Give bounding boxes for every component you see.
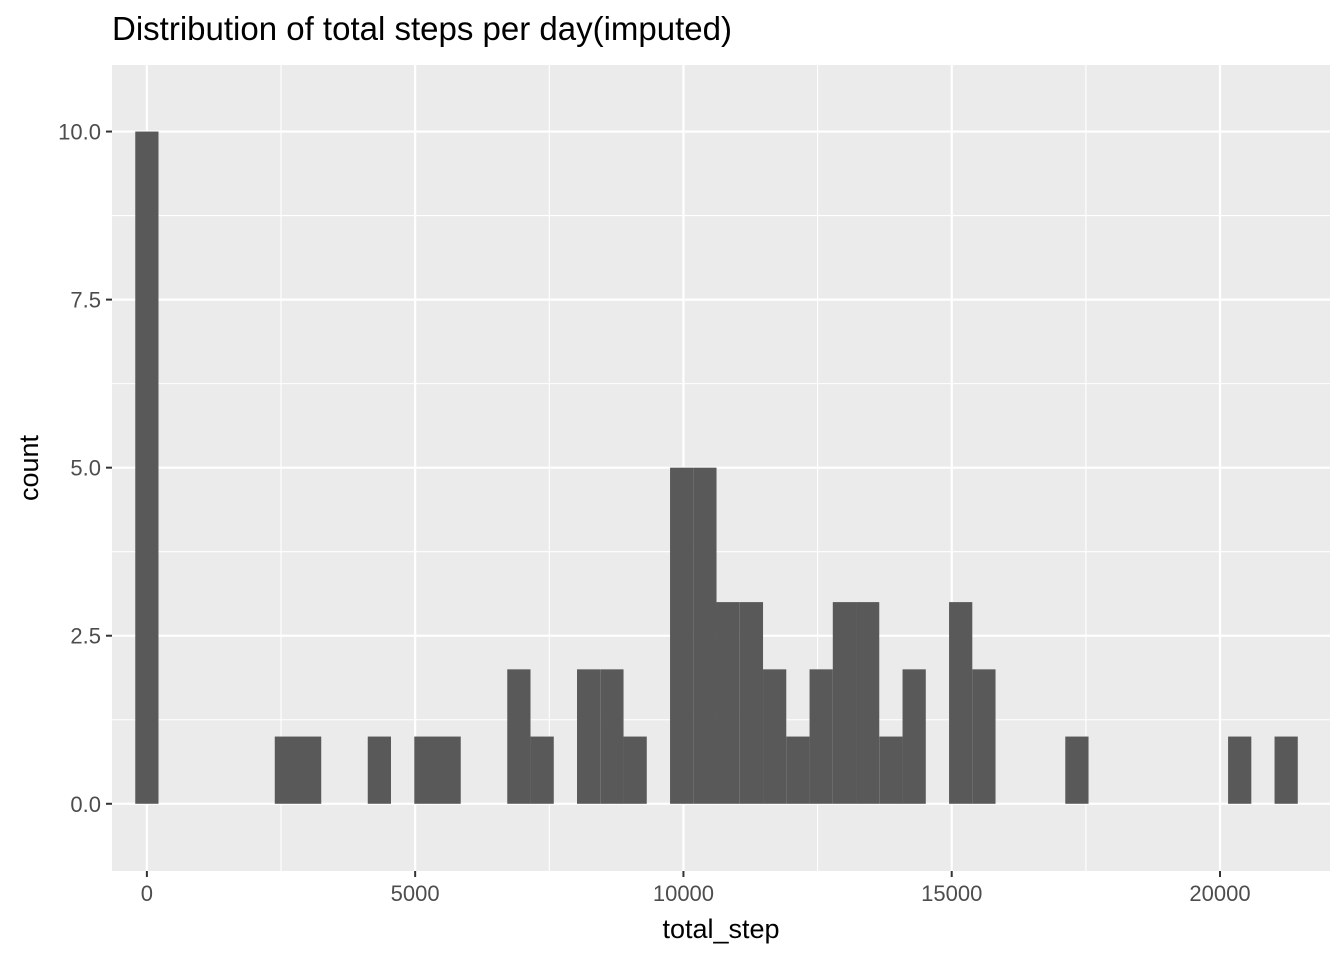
histogram-bar bbox=[437, 736, 461, 804]
histogram-bar bbox=[670, 467, 694, 804]
histogram-bar bbox=[739, 602, 764, 804]
x-tick-label: 0 bbox=[141, 881, 153, 906]
histogram-bar bbox=[856, 602, 880, 804]
histogram-bar bbox=[367, 736, 391, 804]
histogram-bar bbox=[623, 736, 647, 804]
x-axis-ticks: 0 5000 10000 15000 20000 bbox=[141, 871, 1251, 906]
histogram-bar bbox=[135, 131, 159, 804]
x-tick-label: 20000 bbox=[1189, 881, 1250, 906]
histogram-bar bbox=[832, 602, 857, 804]
x-tick-label: 10000 bbox=[653, 881, 714, 906]
chart-title: Distribution of total steps per day(impu… bbox=[112, 10, 732, 47]
histogram-bar bbox=[507, 669, 531, 804]
histogram-bar bbox=[809, 669, 833, 804]
histogram-bar bbox=[274, 736, 298, 804]
histogram-bars bbox=[135, 131, 1298, 804]
y-tick-label: 2.5 bbox=[70, 624, 101, 649]
histogram-bar bbox=[716, 602, 740, 804]
histogram-bar bbox=[693, 467, 717, 804]
y-tick-label: 5.0 bbox=[70, 456, 101, 481]
y-tick-label: 0.0 bbox=[70, 792, 101, 817]
histogram-bar bbox=[297, 736, 322, 804]
histogram-bar bbox=[949, 602, 973, 804]
histogram-bar bbox=[902, 669, 926, 804]
histogram-bar bbox=[763, 669, 787, 804]
histogram-bar bbox=[1274, 736, 1298, 804]
histogram-bar bbox=[600, 669, 624, 804]
histogram-bar bbox=[414, 736, 438, 804]
y-axis-ticks: 0.0 2.5 5.0 7.5 10.0 bbox=[58, 120, 112, 817]
y-axis-title: count bbox=[14, 434, 44, 501]
histogram-bar bbox=[786, 736, 810, 804]
x-axis-title: total_step bbox=[662, 914, 779, 944]
minor-grid-y bbox=[112, 215, 1330, 721]
histogram-bar bbox=[530, 736, 554, 804]
histogram-bar bbox=[1065, 736, 1089, 804]
histogram-bar bbox=[577, 669, 601, 804]
histogram-bar bbox=[972, 669, 996, 804]
x-tick-label: 15000 bbox=[921, 881, 982, 906]
histogram-bar bbox=[879, 736, 903, 804]
histogram-bar bbox=[1228, 736, 1252, 804]
y-tick-label: 10.0 bbox=[58, 120, 101, 145]
y-tick-label: 7.5 bbox=[70, 288, 101, 313]
x-tick-label: 5000 bbox=[391, 881, 440, 906]
